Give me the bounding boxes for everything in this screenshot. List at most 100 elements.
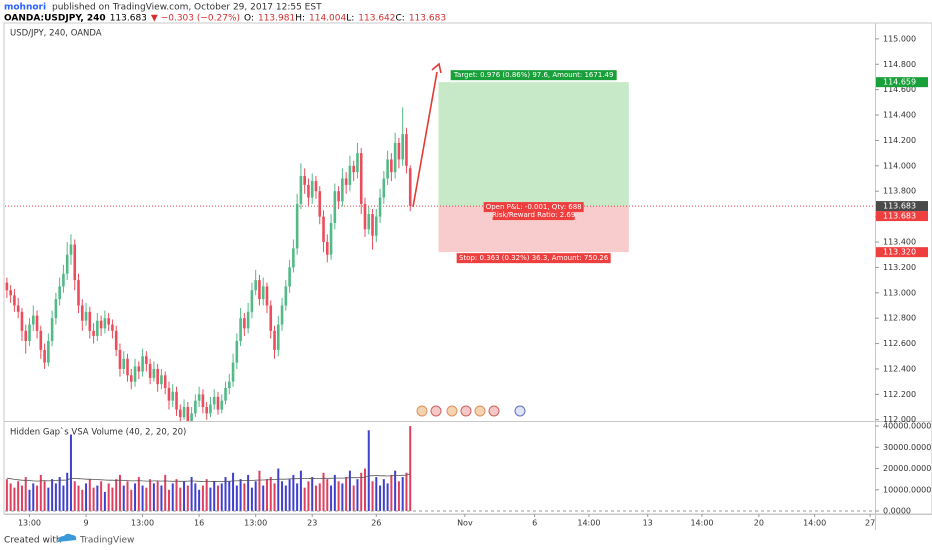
candle-body [43, 349, 46, 363]
candle-body [175, 391, 178, 410]
y-tick-label: 112.000 [883, 415, 916, 424]
y-tick-label: 112.200 [883, 390, 916, 399]
volume-tick-label: 30000.0000 [883, 443, 931, 452]
volume-bar [85, 483, 88, 512]
volume-tick-label: 0.0000 [883, 507, 911, 516]
volume-bar [296, 483, 299, 512]
volume-bar [303, 487, 306, 512]
volume-bar [220, 483, 223, 512]
volume-bar [247, 474, 250, 512]
candle-body [220, 400, 224, 410]
volume-tick-label: 10000.0000 [883, 485, 931, 494]
volume-bar [243, 483, 246, 512]
x-tick-label: 13 [643, 519, 653, 528]
y-tick-label: 112.800 [883, 314, 916, 323]
candle-body [329, 222, 333, 255]
volume-bar [345, 477, 348, 512]
volume-bar [54, 483, 57, 512]
volume-bar [73, 481, 76, 512]
volume-bar [314, 485, 317, 512]
footer-brand[interactable]: TradingView [79, 536, 134, 546]
volume-bar [152, 483, 155, 512]
candle-body [314, 181, 318, 192]
logo [58, 533, 77, 542]
volume-bar [164, 474, 167, 512]
volume-bar [28, 489, 31, 512]
position-label: Risk/Reward Ratio: 2.69 [492, 211, 575, 219]
y-tick-label: 113.000 [883, 288, 916, 297]
volume-bar [17, 481, 20, 512]
candle-body [367, 214, 371, 230]
candle-body [16, 305, 20, 312]
candle-body [356, 153, 359, 173]
price-label: 113.683 [883, 212, 916, 221]
candle-body [111, 324, 114, 331]
candle-body [371, 214, 374, 236]
volume-bar [198, 489, 201, 512]
candle-body [254, 280, 257, 291]
candle-body [273, 330, 276, 350]
candle-body [231, 362, 235, 382]
candle-body [126, 358, 129, 376]
volume-bar [292, 474, 295, 512]
candle-body [62, 273, 65, 287]
projection-arrow [412, 71, 438, 208]
candle-body [344, 178, 348, 185]
volume-bar [186, 485, 189, 512]
x-tick-label: 13:00 [244, 519, 267, 528]
position-label: Open P&L: -0.001, Qty: 688 [486, 203, 582, 211]
candle-body [292, 248, 295, 268]
position-label-bg [450, 70, 617, 81]
quote-part: H: [295, 14, 305, 24]
x-tick-label: 23 [307, 519, 317, 528]
candle-body [186, 407, 190, 421]
candle-body [148, 363, 152, 378]
volume-bar [39, 474, 42, 512]
volume-bar [77, 485, 80, 512]
volume-bar [363, 468, 366, 512]
volume-bar [24, 477, 27, 512]
candle-body [178, 409, 182, 418]
volume-bar [103, 491, 106, 512]
author[interactable]: mohnori [4, 3, 46, 13]
volume-bar [81, 489, 84, 512]
y-tick-label: 114.200 [883, 136, 916, 145]
candle-body [299, 175, 303, 204]
volume-bar [32, 483, 35, 512]
candle-body [224, 387, 227, 401]
candle-body [133, 366, 137, 382]
price-label: 113.683 [883, 202, 916, 211]
volume-bar [51, 479, 54, 512]
volume-tick-label: 40000.0000 [883, 422, 931, 431]
candle-body [50, 318, 54, 342]
volume-bar [100, 481, 103, 512]
candle-body [145, 356, 148, 364]
volume-bar [386, 483, 389, 512]
candle-body [152, 368, 156, 378]
volume-bar [235, 485, 238, 512]
candle-body [156, 368, 159, 385]
volume-bar [232, 472, 235, 512]
volume-bar [277, 468, 280, 512]
candle-body [167, 387, 171, 401]
volume-bar [183, 481, 186, 512]
arrow-head [431, 62, 442, 74]
candle-body [201, 394, 205, 408]
quote-part: 113.642 [358, 14, 395, 24]
candle-body [171, 391, 175, 401]
volume-bar [333, 474, 336, 512]
quote-part: ▼ −0.303 (−0.27%) [151, 14, 240, 24]
volume-bar [9, 483, 12, 512]
candle-body [20, 311, 24, 331]
volume-bar [167, 489, 170, 512]
candle-body [65, 254, 69, 274]
quote-part: 113.683 [110, 14, 147, 24]
volume-bar [107, 483, 110, 512]
volume-bar [141, 485, 144, 512]
candle-body [141, 356, 144, 372]
position-label-bg [492, 210, 575, 221]
volume-bar [281, 481, 284, 512]
volume-bar [160, 485, 163, 512]
candle-body [96, 320, 99, 336]
